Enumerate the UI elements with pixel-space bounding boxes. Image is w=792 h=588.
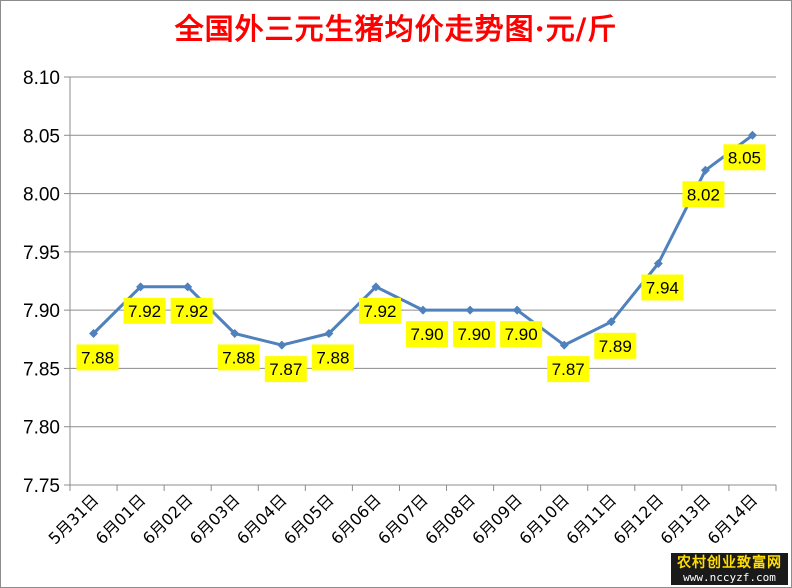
site-watermark: 农村创业致富网 www.nccyzf.com (671, 553, 788, 585)
data-point (700, 165, 710, 175)
data-point (512, 305, 522, 315)
data-point (136, 282, 146, 292)
x-tick-label: 6月01日 (92, 490, 150, 548)
y-tick-label: 8.10 (23, 68, 60, 89)
y-tick-label: 8.05 (23, 126, 60, 147)
data-point (371, 282, 381, 292)
data-label-box (723, 144, 766, 171)
data-label-text: 8.05 (728, 148, 761, 167)
data-label-box (123, 297, 166, 324)
data-label-text: 7.87 (552, 360, 585, 379)
data-label: 7.89 (594, 332, 637, 359)
data-label-text: 7.90 (458, 325, 491, 344)
x-tick-label: 6月10日 (515, 490, 573, 548)
data-label: 7.92 (170, 297, 213, 324)
data-label: 7.87 (264, 356, 307, 383)
data-label-text: 7.92 (128, 302, 161, 321)
data-label-box (358, 297, 401, 324)
data-label-text: 7.89 (599, 337, 632, 356)
data-label-text: 7.88 (222, 348, 255, 367)
data-label-box (641, 274, 684, 301)
data-point (418, 305, 428, 315)
data-point (277, 340, 287, 350)
data-label: 7.92 (358, 297, 401, 324)
axes (64, 76, 777, 491)
x-tick-label: 6月04日 (233, 490, 291, 548)
x-tick-label: 6月12日 (609, 490, 667, 548)
data-label: 7.92 (123, 297, 166, 324)
x-tick-label: 6月13日 (657, 490, 715, 548)
data-label-box (453, 321, 496, 348)
data-point (606, 317, 616, 327)
data-label-text: 7.90 (505, 325, 538, 344)
x-tick-label: 6月09日 (468, 490, 526, 548)
data-point (89, 328, 99, 338)
data-label-text: 7.94 (646, 279, 679, 298)
data-label: 7.88 (217, 344, 260, 371)
data-point (559, 340, 569, 350)
data-label: 7.90 (453, 321, 496, 348)
data-point (324, 328, 334, 338)
data-point (747, 130, 757, 140)
data-label: 8.02 (682, 181, 725, 208)
data-label: 7.87 (547, 356, 590, 383)
y-tick-label: 7.90 (23, 301, 60, 322)
y-tick-label: 7.85 (23, 359, 60, 380)
data-label-box (547, 356, 590, 383)
x-tick-label: 6月06日 (327, 490, 385, 548)
data-labels: 7.88 7.92 7.92 7.88 7.87 7.88 7.92 7.90 7.90 7.90… (76, 144, 766, 383)
y-tick-labels: 7.75 7.80 7.85 7.90 7.95 8.00 8.05 8.10 (23, 68, 60, 497)
data-point (183, 282, 193, 292)
data-label-box (264, 356, 307, 383)
watermark-name: 农村创业致富网 (677, 555, 782, 571)
data-label-text: 7.88 (81, 348, 114, 367)
data-label-box (594, 332, 637, 359)
x-tick-label: 6月03日 (186, 490, 244, 548)
x-tick-label: 6月07日 (374, 490, 432, 548)
x-tick-label: 6月14日 (704, 490, 762, 548)
data-label-box (170, 297, 213, 324)
data-label-box (76, 344, 119, 371)
data-label-box (500, 321, 543, 348)
y-tick-label: 8.00 (23, 185, 60, 206)
grid-lines (70, 76, 776, 428)
data-label: 7.94 (641, 274, 684, 301)
data-label: 8.05 (723, 144, 766, 171)
data-label-text: 7.88 (316, 348, 349, 367)
data-label: 7.88 (76, 344, 119, 371)
data-label-text: 7.92 (363, 302, 396, 321)
data-point (653, 259, 663, 269)
data-label-text: 7.92 (175, 302, 208, 321)
data-point (465, 305, 475, 315)
watermark-url: www.nccyzf.com (683, 571, 776, 584)
data-label-text: 8.02 (687, 185, 720, 204)
data-label-box (682, 181, 725, 208)
x-tick-label: 6月11日 (562, 490, 620, 548)
data-label: 7.90 (406, 321, 448, 348)
data-point (230, 328, 240, 338)
x-tick-labels: 5月31日6月01日6月02日6月03日6月04日6月05日6月06日6月07日… (45, 490, 762, 548)
x-tick-label: 6月05日 (280, 490, 338, 548)
data-label-text: 7.87 (269, 360, 302, 379)
x-tick-label: 6月08日 (421, 490, 479, 548)
data-label-text: 7.90 (410, 325, 443, 344)
y-tick-label: 7.75 (23, 476, 60, 497)
chart-title: 全国外三元生猪均价走势图·元/斤 (174, 12, 618, 46)
data-label-box (406, 321, 448, 348)
data-label-box (217, 344, 260, 371)
x-tick-label: 6月02日 (139, 490, 197, 548)
x-tick-label: 5月31日 (45, 490, 103, 548)
y-tick-label: 7.95 (23, 243, 60, 264)
data-label-box (311, 344, 354, 371)
data-label: 7.88 (311, 344, 354, 371)
data-label: 7.90 (500, 321, 543, 348)
y-tick-label: 7.80 (23, 418, 60, 439)
